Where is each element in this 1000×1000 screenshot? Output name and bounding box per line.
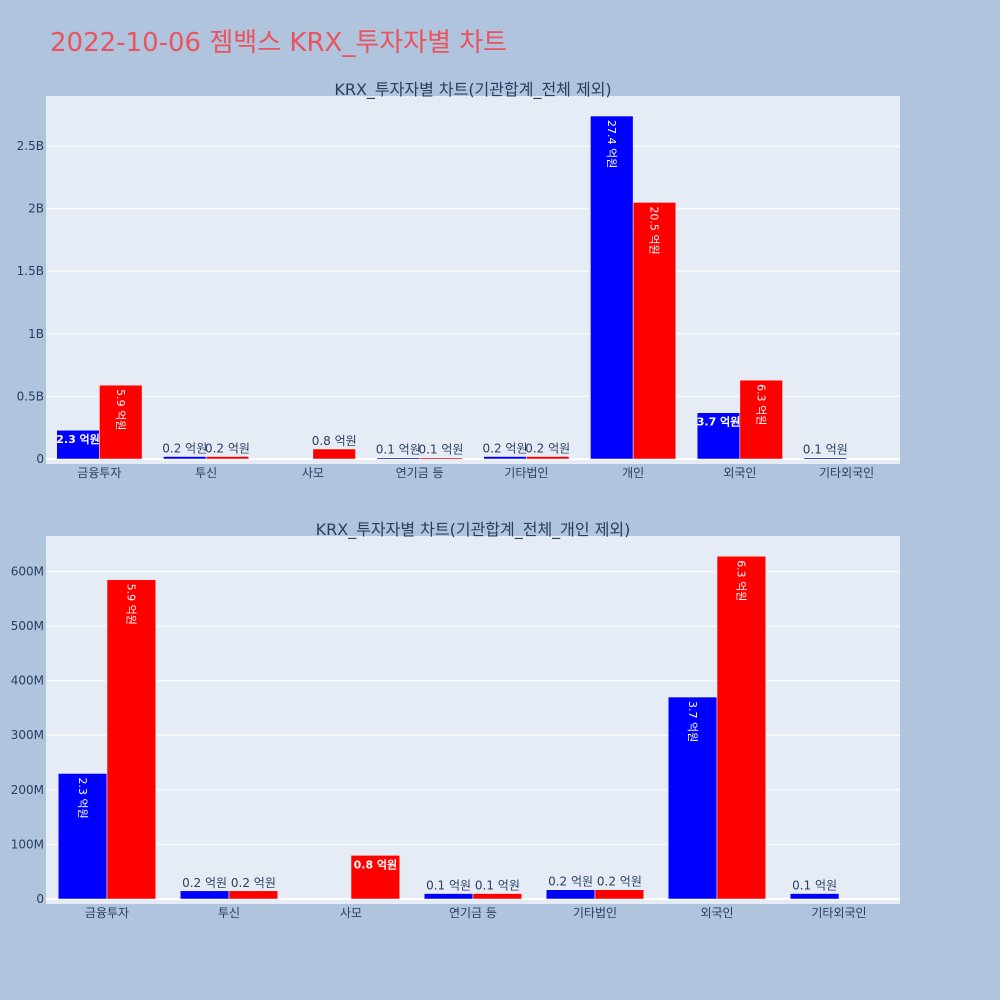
x-tick-label: 투신 [195,466,217,480]
bar-label: 0.2 억원 [205,441,250,455]
y-tick-label: 200M [11,783,44,797]
chart-title: KRX_투자자별 차트(기관합계_전체_개인 제외) [316,520,631,540]
y-tick-label: 2.5B [17,139,44,153]
bar [483,456,527,460]
x-tick-label: 금융투자 [77,466,121,480]
y-tick-label: 600M [11,564,44,578]
bar [803,457,847,460]
bar-label: 5.9 억원 [125,584,138,625]
bar [99,384,143,460]
chart-title: KRX_투자자별 차트(기관합계_전체 제외) [334,80,611,100]
x-tick-label: 투신 [218,906,240,920]
x-tick-label: 사모 [340,906,362,920]
x-tick-label: 외국인 [700,906,733,920]
bar [419,457,463,460]
bar [696,412,741,460]
bar-label: 0.1 억원 [426,879,471,893]
bar-label: 0.1 억원 [376,443,421,457]
x-tick-label: 기타법인 [504,466,548,480]
bar-label: 0.2 억원 [231,876,276,890]
bar [350,855,401,900]
bar-label: 0.1 억원 [475,879,520,893]
y-tick-label: 0 [36,892,44,906]
y-tick-label: 1.5B [17,264,44,278]
bar [545,889,596,900]
bar-label: 3.7 억원 [686,701,699,742]
bar-label: 0.2 억원 [483,441,528,455]
bar-label: 0.1 억원 [418,443,463,457]
chart-bottom: 0 100M 200M 300M 400M 500M 600M KRX_투자자별 차트(기관합… [11,520,900,920]
x-tick-label: 기타외국인 [811,906,866,920]
bar [594,889,645,900]
y-tick-label: 400M [11,674,44,688]
bar-label: 0.2 억원 [525,441,570,455]
bar-label: 6.3 억원 [735,560,748,601]
bar-label: 0.1 억원 [792,879,837,893]
bar-label: 0.8 억원 [354,857,398,871]
plot-area [46,536,900,904]
bar-label: 0.2 억원 [182,876,227,890]
bar-label: 0.1 억원 [803,443,848,457]
bar [106,579,157,900]
bar-label: 5.9 억원 [114,389,127,430]
x-tick-label: 외국인 [723,466,756,480]
bar [205,456,250,460]
y-tick-label: 0.5B [17,389,44,403]
y-tick-label: 300M [11,728,44,742]
x-tick-label: 기타외국인 [819,466,874,480]
y-tick-label: 1B [28,327,44,341]
bar-label: 6.3 억원 [754,384,767,425]
x-tick-label: 연기금 등 [396,466,444,480]
bar [667,696,718,900]
bar [739,379,783,460]
bar-label: 2.3 억원 [76,777,89,818]
x-tick-label: 사모 [302,466,324,480]
bar-label: 0.2 억원 [597,875,642,889]
bar [57,773,108,900]
x-tick-label: 개인 [622,466,644,480]
chart-top: 0 0.5B 1B 1.5B 2B 2.5B KRX_투자자별 차트(기관합계_전체 제외)… [17,80,900,480]
bar [526,456,570,460]
y-tick-label: 0 [36,452,44,466]
y-tick-label: 500M [11,619,44,633]
bar [56,429,100,460]
bar [179,890,230,900]
x-tick-label: 금융투자 [85,906,129,920]
bar-label: 2.3 억원 [56,432,100,446]
bar-label: 3.7 억원 [697,415,741,429]
bar [716,555,767,900]
bar [590,115,634,460]
bar [472,893,523,900]
bar [789,893,840,900]
bar-label: 0.8 억원 [312,434,357,448]
bar-label: 0.2 억원 [162,441,207,455]
y-tick-label: 100M [11,837,44,851]
page-title: 2022-10-06 젬백스 KRX_투자자별 차트 [50,28,508,58]
bar-label: 0.2 억원 [548,875,593,889]
x-tick-label: 기타법인 [573,906,617,920]
bar-label: 20.5 억원 [648,206,661,254]
bar [312,448,356,460]
bar [423,893,474,900]
x-tick-label: 연기금 등 [449,906,497,920]
bar-label: 27.4 억원 [605,120,618,168]
y-tick-label: 2B [28,202,44,216]
bar [376,457,420,460]
bar [632,202,677,460]
bar [163,456,207,460]
bar [228,890,279,900]
